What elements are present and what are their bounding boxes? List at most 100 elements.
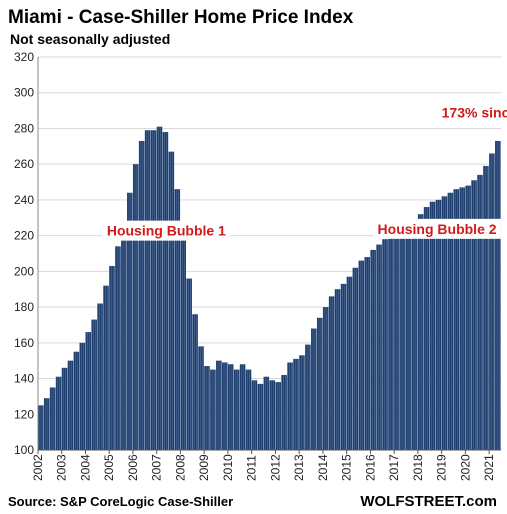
y-tick-label: 280 bbox=[14, 121, 34, 135]
bar bbox=[382, 239, 388, 450]
bar bbox=[192, 314, 198, 450]
y-axis-ticks: 100 120 140 160 180 200 220 240 260 280 300 320 bbox=[14, 50, 34, 457]
x-tick-label: 2002 bbox=[31, 454, 45, 481]
bar bbox=[429, 201, 436, 450]
bar bbox=[477, 174, 483, 450]
bar bbox=[435, 199, 442, 450]
bar bbox=[263, 376, 270, 450]
annotation-3: Housing Bubble 2 bbox=[378, 221, 497, 237]
bar bbox=[73, 351, 80, 450]
bar bbox=[406, 221, 412, 450]
bar bbox=[299, 355, 305, 450]
x-tick-label: 2015 bbox=[340, 454, 354, 481]
bar bbox=[233, 369, 240, 450]
bar bbox=[400, 224, 406, 450]
x-tick-label: 2011 bbox=[245, 455, 259, 481]
bar bbox=[411, 219, 418, 450]
x-tick-label: 2009 bbox=[197, 454, 211, 481]
y-tick-label: 100 bbox=[14, 443, 34, 457]
bar bbox=[61, 367, 68, 450]
bar bbox=[49, 387, 56, 450]
x-tick-label: 2010 bbox=[221, 454, 235, 481]
bar bbox=[174, 189, 181, 450]
bar bbox=[227, 364, 234, 450]
bar bbox=[156, 126, 163, 451]
bar bbox=[287, 362, 293, 450]
bar bbox=[138, 140, 145, 450]
bar bbox=[38, 405, 44, 450]
bar bbox=[322, 307, 329, 450]
bar bbox=[121, 221, 127, 450]
bar-series bbox=[38, 126, 501, 451]
bar bbox=[340, 283, 347, 450]
bar bbox=[245, 369, 252, 450]
bar bbox=[91, 319, 97, 450]
y-tick-label: 140 bbox=[14, 372, 34, 386]
y-tick-label: 120 bbox=[14, 407, 34, 421]
bar bbox=[198, 346, 204, 450]
x-tick-label: 2020 bbox=[458, 454, 472, 481]
source-note: Source: S&P CoreLogic Case-Shiller bbox=[8, 494, 233, 509]
bar bbox=[97, 303, 103, 450]
y-tick-label: 320 bbox=[14, 50, 34, 64]
x-tick-label: 2007 bbox=[150, 454, 164, 481]
bar bbox=[394, 228, 400, 450]
bar bbox=[370, 249, 376, 450]
bar bbox=[316, 317, 323, 450]
bar bbox=[103, 285, 109, 450]
bar bbox=[168, 151, 175, 450]
x-tick-label: 2003 bbox=[55, 454, 69, 481]
bar bbox=[162, 132, 169, 450]
bar bbox=[109, 266, 115, 450]
bar bbox=[127, 192, 133, 450]
bar bbox=[210, 369, 216, 450]
bar bbox=[328, 296, 335, 450]
x-tick-label: 2006 bbox=[126, 454, 140, 481]
bar bbox=[222, 362, 228, 450]
bar bbox=[239, 364, 246, 450]
y-tick-label: 300 bbox=[14, 86, 34, 100]
bar bbox=[79, 342, 86, 450]
y-tick-label: 200 bbox=[14, 264, 34, 278]
bar bbox=[305, 344, 311, 450]
bar bbox=[376, 244, 382, 450]
bar bbox=[293, 358, 299, 450]
bar bbox=[471, 180, 477, 450]
bar bbox=[67, 360, 74, 450]
bar bbox=[186, 278, 192, 450]
x-tick-label: 2018 bbox=[411, 454, 425, 481]
annotation-1: 173% since 2000 bbox=[442, 105, 507, 121]
bar bbox=[269, 380, 276, 450]
chart-subtitle: Not seasonally adjusted bbox=[10, 31, 170, 47]
bar bbox=[453, 189, 460, 450]
bar bbox=[204, 366, 210, 450]
annotation-2: Housing Bubble 1 bbox=[107, 223, 226, 239]
x-tick-label: 2005 bbox=[102, 454, 116, 481]
chart-title: Miami - Case-Shiller Home Price Index bbox=[8, 7, 354, 28]
y-tick-label: 260 bbox=[14, 157, 34, 171]
bar bbox=[388, 233, 394, 450]
bar bbox=[495, 140, 501, 450]
annotation-box bbox=[373, 218, 501, 239]
x-tick-label: 2014 bbox=[316, 454, 330, 481]
bar bbox=[465, 185, 471, 450]
y-tick-label: 180 bbox=[14, 300, 34, 314]
x-tick-label: 2008 bbox=[173, 454, 187, 481]
x-tick-label: 2017 bbox=[387, 454, 401, 481]
x-tick-label: 2016 bbox=[363, 454, 377, 481]
annotations: 173% since 2000 Housing Bubble 1 Housing B… bbox=[102, 105, 507, 241]
bar bbox=[257, 383, 264, 450]
x-tick-label: 2021 bbox=[482, 454, 496, 481]
y-tick-label: 240 bbox=[14, 193, 34, 207]
bar bbox=[150, 130, 157, 451]
bar bbox=[55, 376, 62, 450]
bar bbox=[251, 380, 258, 450]
x-tick-label: 2013 bbox=[292, 454, 306, 481]
bar bbox=[364, 257, 371, 450]
bar bbox=[311, 328, 317, 450]
bar bbox=[115, 246, 121, 450]
bar bbox=[216, 360, 222, 450]
x-tick-label: 2004 bbox=[78, 454, 92, 481]
bar bbox=[352, 267, 359, 450]
